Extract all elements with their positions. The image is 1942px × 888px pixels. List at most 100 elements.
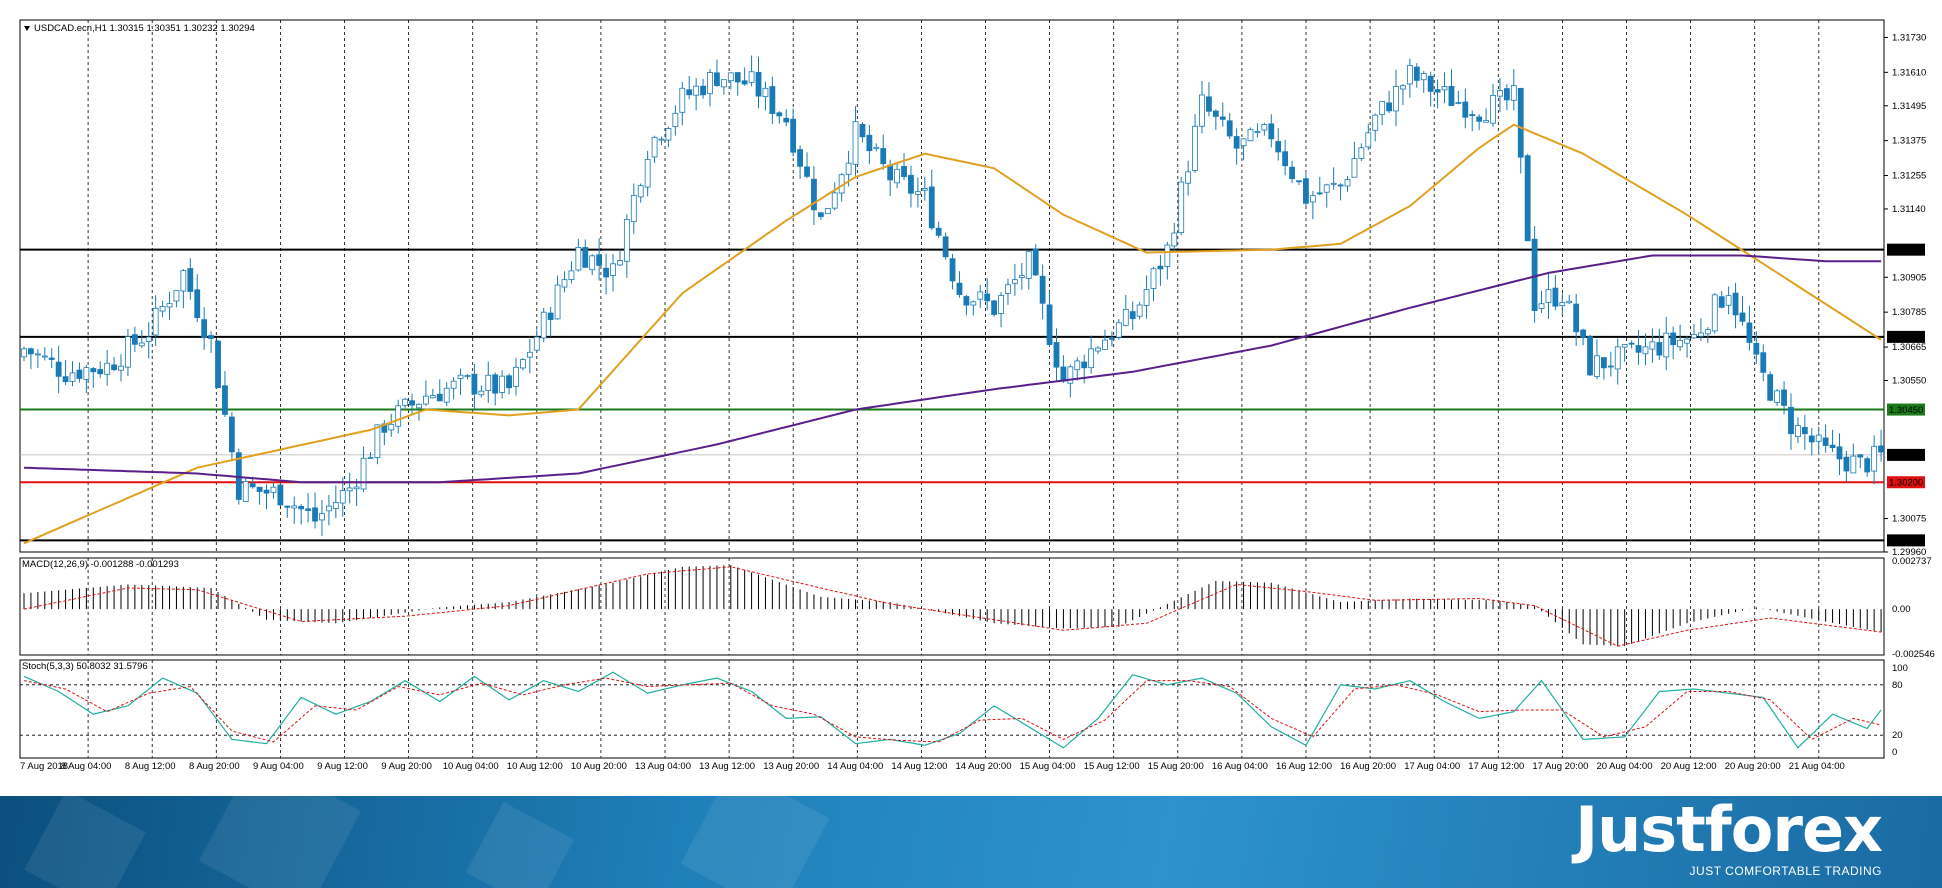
candle-body	[332, 501, 339, 509]
candle-body	[471, 373, 478, 395]
candle-body	[1718, 296, 1725, 308]
candle-body	[596, 254, 603, 266]
candle-body	[859, 124, 866, 138]
price-level-tag	[1887, 403, 1925, 416]
candle-body	[1815, 434, 1822, 442]
price-level-label: 1.30200	[1889, 478, 1923, 489]
time-tick-label: 14 Aug 20:00	[956, 761, 1012, 772]
candle-body	[62, 376, 69, 383]
candle-body	[409, 400, 415, 406]
candle-body	[312, 507, 318, 522]
candle-body	[1684, 338, 1690, 344]
candle-body	[1871, 445, 1878, 472]
candle-body	[956, 282, 963, 295]
candle-body	[1594, 355, 1600, 377]
time-tick-label: 10 Aug 20:00	[571, 761, 627, 772]
time-tick-label: 17 Aug 12:00	[1468, 761, 1524, 772]
price-level-label: 1.30000	[1889, 536, 1923, 547]
candle-body	[672, 112, 679, 127]
candle-body	[686, 89, 693, 96]
price-level-label: 1.30450	[1889, 405, 1923, 416]
candle-body	[1704, 329, 1711, 335]
candle-body	[1531, 238, 1538, 311]
candle-body	[741, 80, 748, 85]
candle-body	[187, 268, 194, 292]
candle-body	[388, 423, 395, 431]
candle-body	[34, 353, 41, 356]
time-tick-label: 9 Aug 04:00	[253, 761, 304, 772]
candle-body	[1011, 279, 1018, 284]
candle-body	[762, 87, 769, 98]
macd-header: MACD(12,26,9) -0.001288 -0.001293	[22, 559, 179, 570]
candle-body	[908, 174, 914, 194]
candle-body	[450, 380, 457, 389]
candle-body	[575, 246, 582, 271]
candle-body	[1441, 86, 1448, 91]
candle-body	[589, 255, 596, 271]
candle-body	[1801, 426, 1808, 435]
candle-body	[769, 86, 776, 114]
candle-body	[1753, 342, 1760, 355]
candle-body	[104, 362, 111, 375]
candle-body	[720, 79, 727, 88]
moving-average-fast	[23, 123, 1882, 545]
candle-body	[603, 267, 609, 278]
candle-body	[1275, 141, 1282, 153]
candle-body	[1725, 295, 1732, 306]
candle-body	[1115, 322, 1122, 338]
candle-body	[1143, 289, 1150, 306]
candle-body	[1330, 182, 1337, 185]
stoch-header: Stoch(5,3,3) 50.8032 31.5796	[22, 661, 148, 672]
candle-body	[194, 289, 201, 319]
candle-body	[984, 293, 991, 302]
candle-body	[727, 72, 734, 82]
candle-body	[1552, 287, 1559, 307]
candle-body	[568, 270, 575, 280]
candle-body	[942, 236, 949, 258]
candle-body	[1497, 90, 1503, 97]
candle-body	[208, 335, 214, 339]
candle-body	[526, 351, 533, 358]
candle-body	[1476, 116, 1483, 122]
time-tick-label: 10 Aug 12:00	[507, 761, 563, 772]
price-tick-label: 1.31375	[1892, 136, 1926, 147]
candle-body	[1309, 195, 1316, 203]
candle-body	[1746, 322, 1753, 343]
macd-panel-frame	[19, 557, 1885, 656]
candle-body	[1413, 66, 1420, 81]
candle-body	[339, 490, 346, 504]
candle-body	[1400, 85, 1406, 90]
candle-body	[582, 247, 589, 268]
candle-body	[1351, 158, 1358, 178]
candle-body	[1129, 311, 1136, 320]
candle-body	[1829, 444, 1836, 449]
candle-body	[1102, 339, 1108, 350]
candle-body	[845, 162, 852, 175]
candle-body	[1808, 435, 1815, 443]
candle-body	[1261, 124, 1268, 131]
candle-body	[1545, 289, 1552, 303]
candle-body	[693, 85, 700, 96]
candle-body	[1760, 352, 1767, 373]
candle-body	[921, 188, 928, 191]
footer-decor-shape	[465, 801, 575, 888]
candle-body	[1192, 125, 1198, 171]
brand-logo[interactable]: Justforex JUST COMFORTABLE TRADING	[1575, 798, 1883, 879]
candle-body	[55, 361, 62, 377]
time-tick-label: 20 Aug 20:00	[1725, 761, 1781, 772]
price-tick-label: 1.30075	[1892, 514, 1926, 525]
candle-body	[963, 296, 970, 306]
candle-body	[1178, 181, 1185, 234]
candle-body	[1483, 120, 1489, 123]
candle-body	[457, 374, 464, 379]
time-tick-label: 17 Aug 04:00	[1404, 761, 1460, 772]
candle-body	[1254, 131, 1261, 133]
candle-body	[540, 311, 547, 339]
candle-body	[83, 367, 90, 380]
candle-body	[506, 375, 512, 389]
candle-body	[325, 505, 332, 512]
price-tick-label: 1.31140	[1892, 204, 1926, 215]
time-tick-label: 14 Aug 12:00	[891, 761, 947, 772]
candle-body	[1337, 184, 1344, 187]
candle-body	[1060, 366, 1067, 382]
